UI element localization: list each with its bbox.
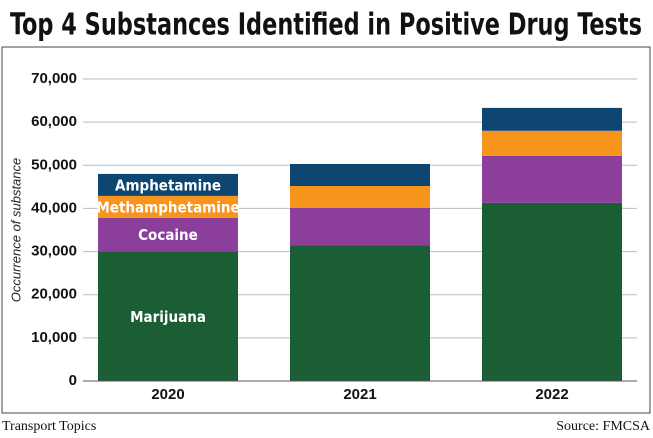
bar-segment xyxy=(482,202,622,381)
segment-label: Amphetamine xyxy=(115,176,221,194)
y-tick-label: 20,000 xyxy=(31,286,77,303)
segment-label: Cocaine xyxy=(138,226,198,244)
y-tick-label: 30,000 xyxy=(31,243,77,260)
bar-segment xyxy=(482,155,622,203)
bar-segment xyxy=(98,251,238,381)
y-tick-label: 60,000 xyxy=(31,113,77,130)
y-tick-label: 70,000 xyxy=(31,70,77,87)
source: Source: FMCSA xyxy=(556,419,651,434)
bar-segment xyxy=(98,195,238,218)
credit: Transport Topics xyxy=(2,419,96,434)
bar-segment xyxy=(290,163,430,186)
bar-segment xyxy=(290,245,430,381)
y-tick-label: 0 xyxy=(69,372,77,389)
bar-segment xyxy=(482,107,622,131)
segment-label: Marijuana xyxy=(130,308,206,326)
segment-label: Methamphetamine xyxy=(96,198,239,216)
y-tick-label: 40,000 xyxy=(31,199,77,216)
frame xyxy=(1,46,651,414)
bar-segment xyxy=(98,173,238,196)
x-tick-label: 2021 xyxy=(343,386,376,403)
bar-segment xyxy=(290,207,430,246)
bar-segment xyxy=(98,217,238,252)
bar-segment xyxy=(290,185,430,208)
x-tick-label: 2020 xyxy=(151,386,184,403)
x-tick-label: 2022 xyxy=(535,386,568,403)
chart-title: Top 4 Substances Identified in Positive … xyxy=(10,8,642,43)
bar-segment xyxy=(482,130,622,156)
y-tick-label: 10,000 xyxy=(31,329,77,346)
y-axis-label: Occurrence of substance xyxy=(8,158,23,303)
y-tick-label: 50,000 xyxy=(31,156,77,173)
